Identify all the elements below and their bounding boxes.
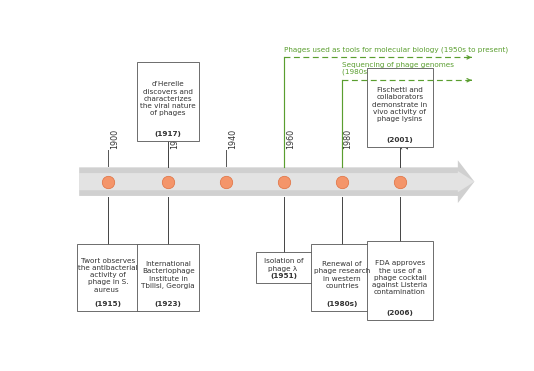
Point — [222, 179, 230, 185]
FancyBboxPatch shape — [137, 244, 199, 311]
Text: Phages used as tools for molecular biology (1950s to present): Phages used as tools for molecular biolo… — [284, 46, 508, 53]
Text: (2001): (2001) — [387, 137, 413, 142]
Text: 2000: 2000 — [402, 129, 411, 150]
Text: 1960: 1960 — [286, 129, 295, 150]
Point — [164, 179, 172, 185]
Text: FDA approves
the use of a
phage cocktail
against Listeria
contamination: FDA approves the use of a phage cocktail… — [372, 260, 428, 295]
FancyBboxPatch shape — [137, 62, 199, 141]
Text: 1920: 1920 — [170, 129, 179, 150]
Text: Twort observes
the antibacterial
activity of
phage in S.
aureus: Twort observes the antibacterial activit… — [78, 257, 138, 293]
Text: International
Bacteriophage
Institute in
Tbilisi, Georgia: International Bacteriophage Institute in… — [142, 261, 195, 289]
FancyBboxPatch shape — [366, 241, 433, 320]
Point — [396, 179, 404, 185]
Point — [337, 179, 346, 185]
Text: (1915): (1915) — [95, 301, 122, 307]
Text: (1980s): (1980s) — [326, 301, 358, 307]
Text: (1951): (1951) — [271, 273, 297, 279]
Point — [104, 179, 113, 185]
Text: (1917): (1917) — [155, 131, 182, 137]
FancyBboxPatch shape — [311, 244, 373, 311]
Point — [280, 179, 288, 185]
Text: Renewal of
phage research
in western
countries: Renewal of phage research in western cou… — [314, 261, 370, 289]
Text: d’Herelle
discovers and
characterizes
the viral nature
of phages: d’Herelle discovers and characterizes th… — [140, 81, 196, 116]
FancyBboxPatch shape — [77, 244, 139, 311]
FancyBboxPatch shape — [366, 68, 433, 147]
Text: Fischetti and
collaborators
demonstrate in
vivo activity of
phage lysins: Fischetti and collaborators demonstrate … — [372, 87, 427, 122]
Polygon shape — [79, 160, 474, 203]
Text: (1923): (1923) — [155, 301, 182, 307]
FancyBboxPatch shape — [256, 252, 312, 283]
Text: 1980: 1980 — [343, 129, 352, 150]
Text: Sequencing of phage genomes
(1980s to present): Sequencing of phage genomes (1980s to pr… — [342, 62, 454, 75]
Polygon shape — [79, 171, 474, 192]
Text: Isolation of
phage λ: Isolation of phage λ — [264, 259, 304, 272]
Text: (2006): (2006) — [387, 310, 413, 316]
Text: 1900: 1900 — [110, 129, 119, 150]
Text: 1940: 1940 — [227, 129, 237, 150]
